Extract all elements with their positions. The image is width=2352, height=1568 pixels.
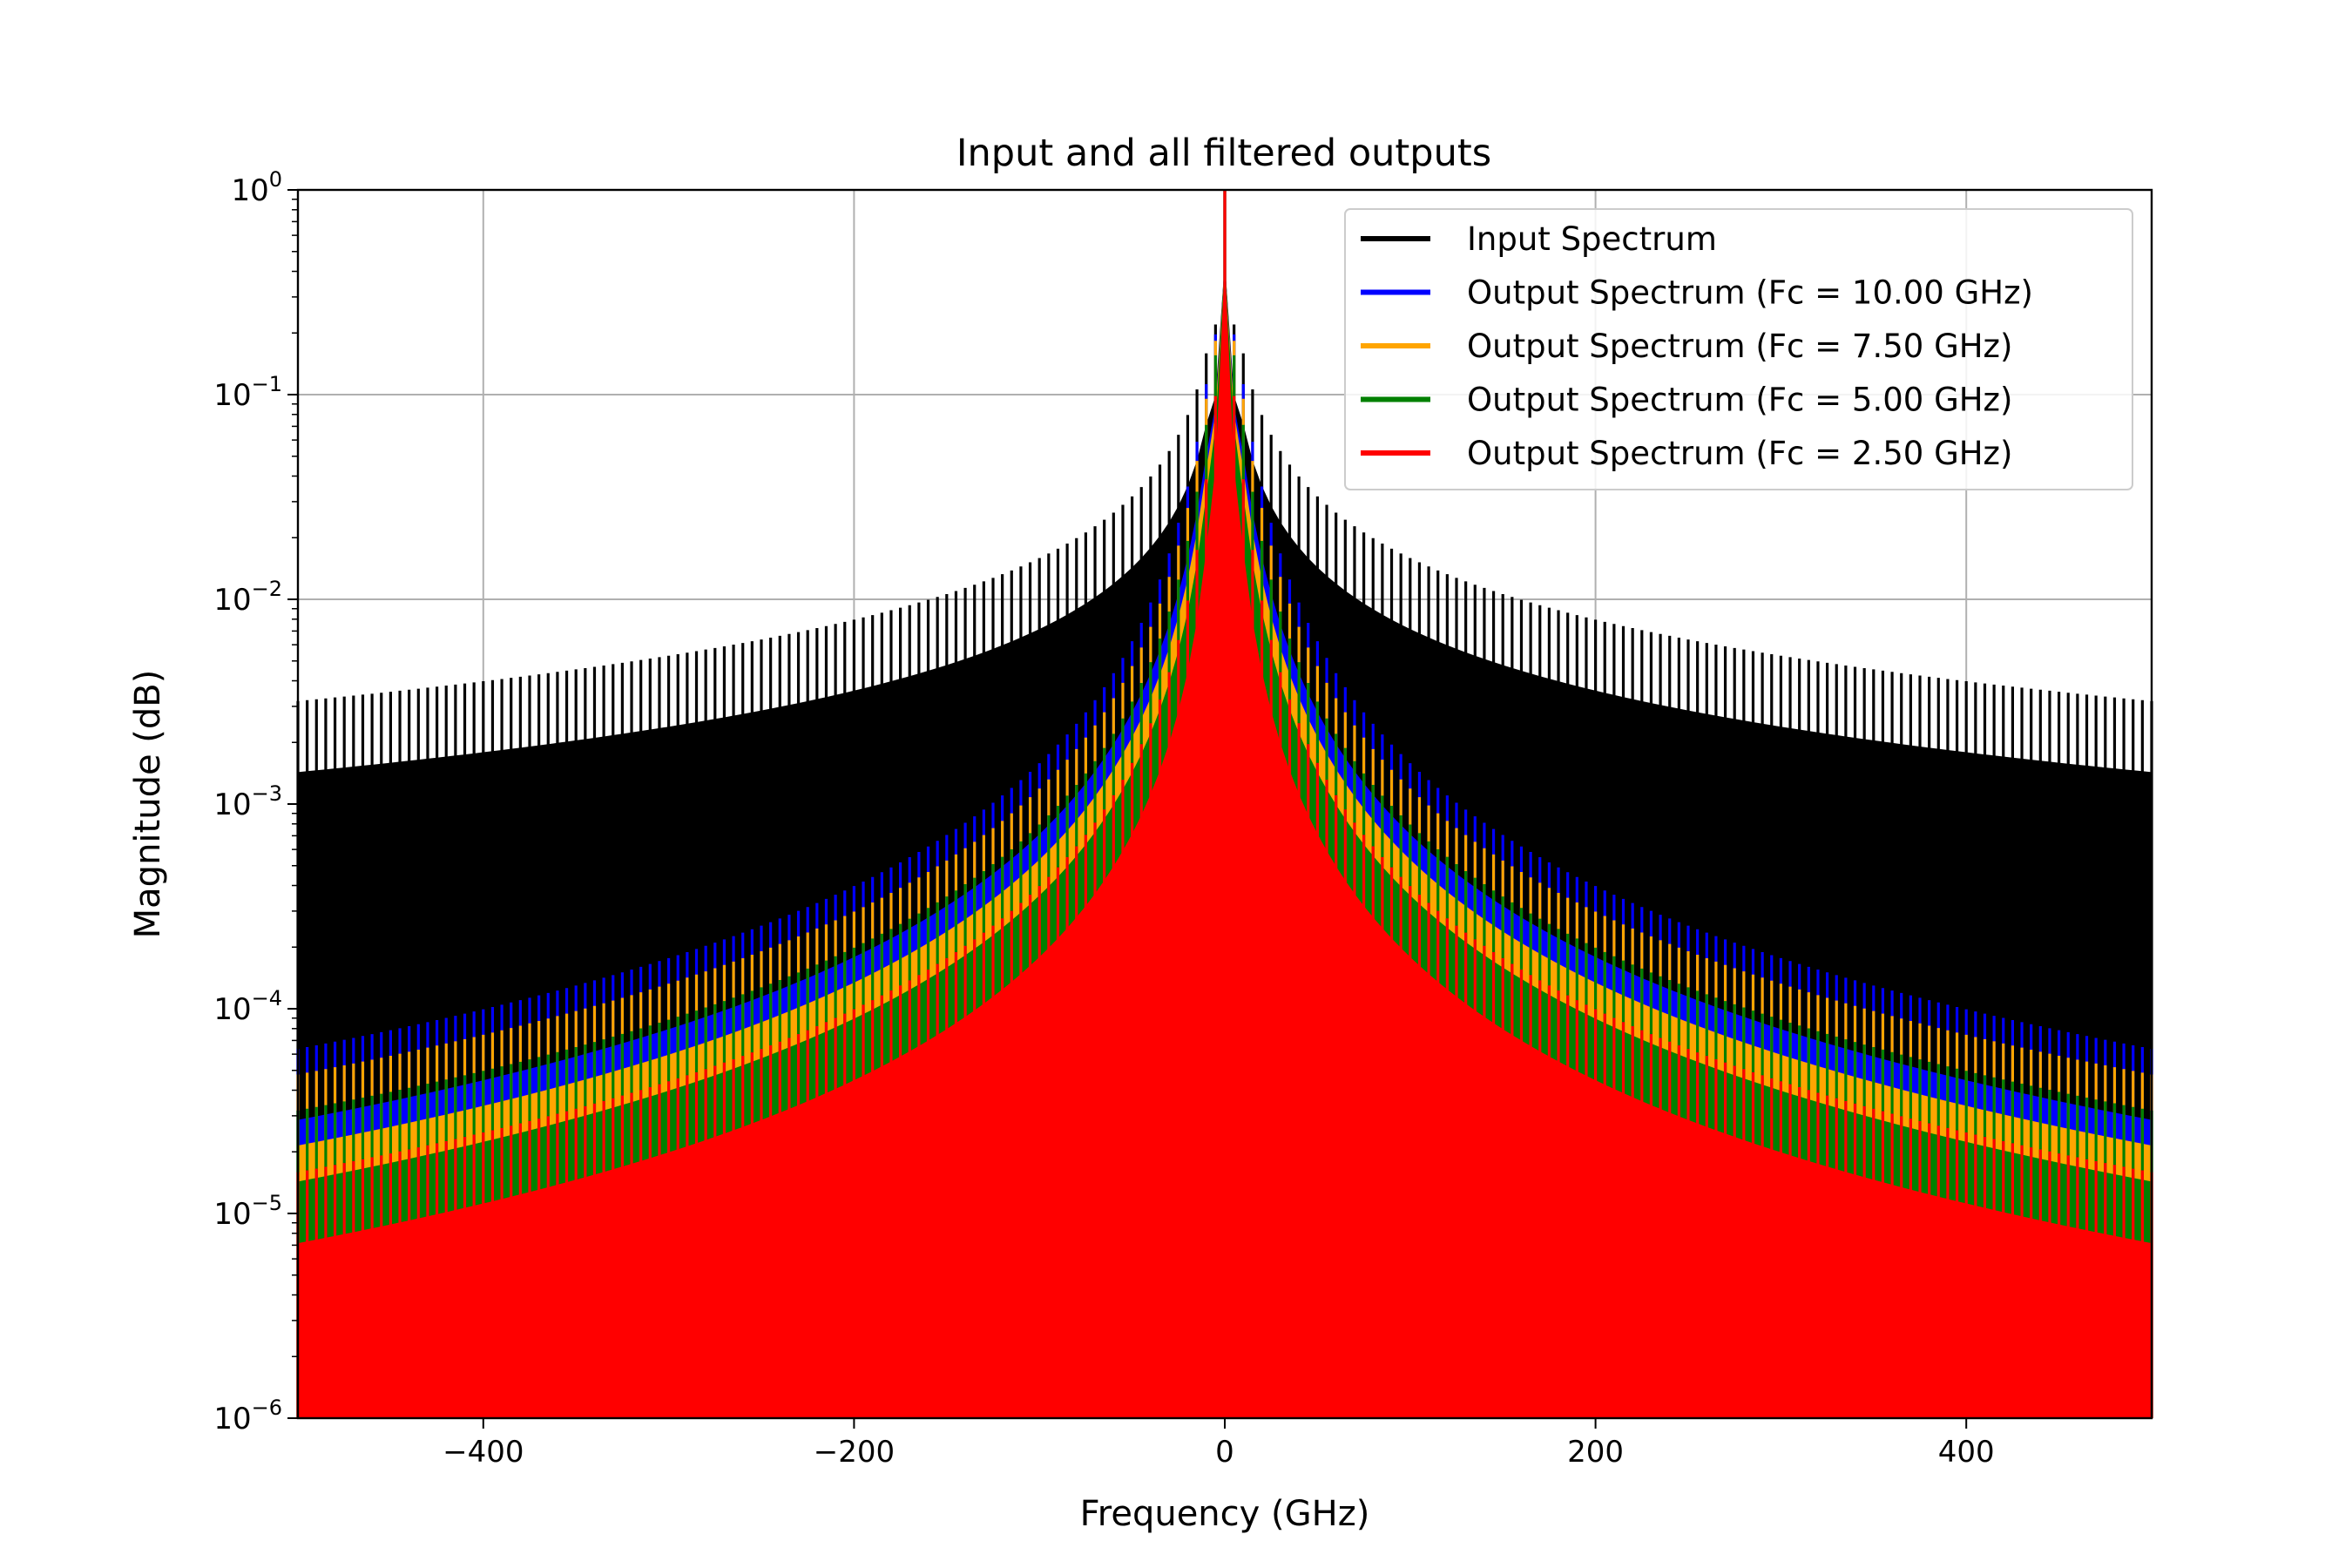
y-tick-label: 10−6 — [213, 1396, 282, 1436]
x-axis: −400 −200 0 200 400 — [443, 1418, 1995, 1470]
legend-box — [1344, 208, 2133, 490]
series-layer — [296, 190, 2153, 1418]
legend: Input Spectrum Output Spectrum (Fc = 10.0… — [1344, 208, 2133, 490]
y-tick-label: 10−4 — [213, 986, 282, 1027]
chart-title: Input and all filtered outputs — [956, 132, 1491, 175]
x-tick-label: 200 — [1567, 1435, 1624, 1470]
legend-label: Output Spectrum (Fc = 5.00 GHz) — [1467, 382, 2012, 419]
legend-label: Output Spectrum (Fc = 2.50 GHz) — [1467, 435, 2012, 472]
x-tick-label: −400 — [443, 1435, 524, 1470]
y-axis-label: Magnitude (dB) — [128, 670, 168, 939]
y-tick-label: 100 — [231, 167, 282, 208]
y-tick-label: 10−2 — [213, 577, 282, 618]
y-tick-label: 10−5 — [213, 1191, 282, 1232]
x-tick-label: −200 — [814, 1435, 895, 1470]
y-tick-label: 10−1 — [213, 372, 282, 413]
x-tick-label: 400 — [1938, 1435, 1995, 1470]
y-axis: 100 10−1 10−2 10−3 10−4 10−5 10−6 — [213, 167, 298, 1436]
series-4 — [296, 190, 2153, 1418]
series-4-floor — [298, 260, 2152, 1418]
x-axis-label: Frequency (GHz) — [1080, 1494, 1370, 1534]
x-tick-label: 0 — [1215, 1435, 1234, 1470]
y-tick-label: 10−3 — [213, 781, 282, 822]
legend-label: Output Spectrum (Fc = 10.00 GHz) — [1467, 274, 2033, 312]
legend-label: Input Spectrum — [1467, 220, 1717, 258]
legend-label: Output Spectrum (Fc = 7.50 GHz) — [1467, 328, 2012, 365]
